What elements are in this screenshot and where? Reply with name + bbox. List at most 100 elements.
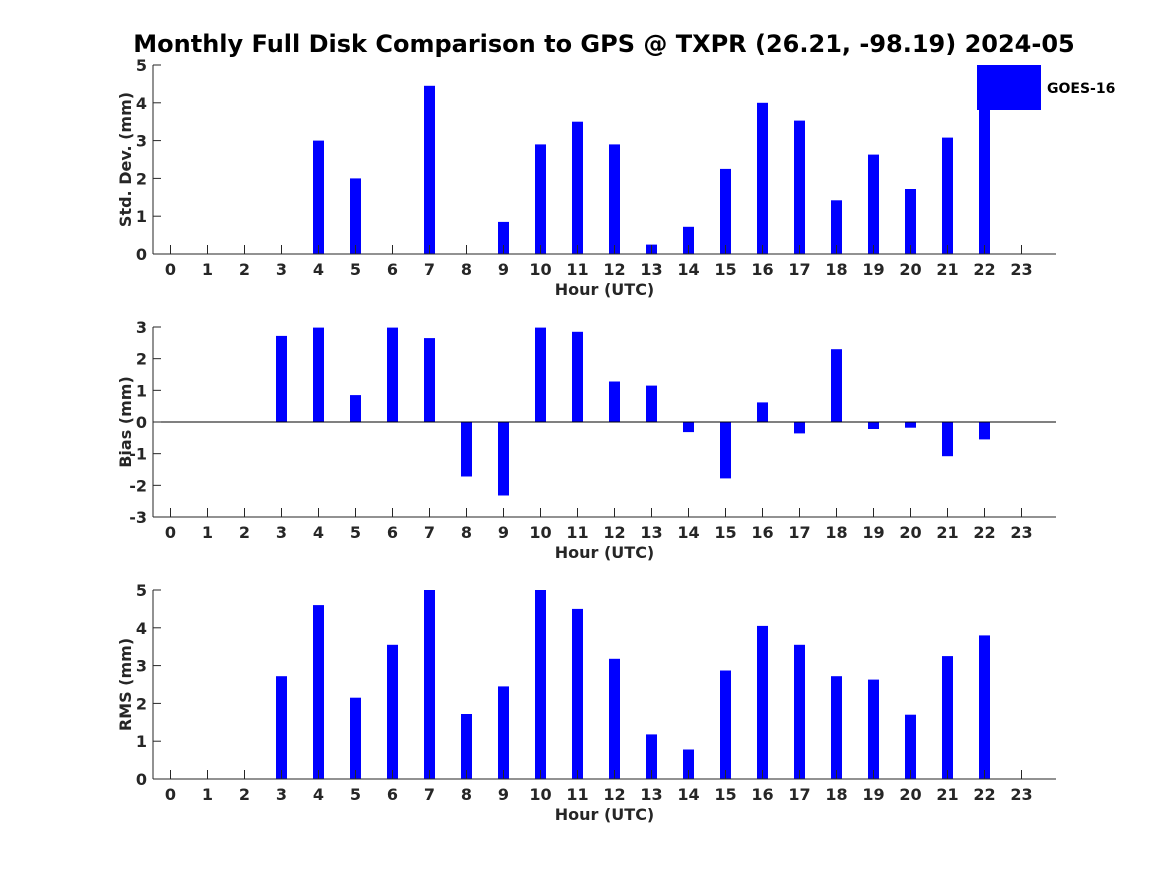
ytick-label-p1-0: 0 <box>136 245 147 264</box>
xtick-label-p3-1: 1 <box>202 785 213 804</box>
xtick-label-p3-2: 2 <box>239 785 250 804</box>
xtick-label-p3-11: 11 <box>566 785 588 804</box>
ytick-label-p2-0: 0 <box>136 413 147 432</box>
ytick-label-p2-3: 3 <box>136 318 147 337</box>
bar-p2-h10 <box>535 327 546 422</box>
bar-p3-h18 <box>831 676 842 779</box>
xtick-label-p3-13: 13 <box>640 785 662 804</box>
ytick-label-p3-1: 1 <box>136 732 147 751</box>
xtick-label-p2-10: 10 <box>529 523 551 542</box>
bar-p1-h20 <box>905 189 916 254</box>
bar-p1-h9 <box>498 221 509 254</box>
xtick-label-p2-7: 7 <box>424 523 435 542</box>
bar-p3-h14 <box>683 749 694 779</box>
xtick-label-p1-10: 10 <box>529 260 551 279</box>
xtick-label-p2-17: 17 <box>788 523 810 542</box>
ytick-label-p2-2: 2 <box>136 350 147 369</box>
xtick-label-p3-12: 12 <box>603 785 625 804</box>
bar-p3-h17 <box>794 644 805 779</box>
bar-p1-h21 <box>942 137 953 254</box>
y-axis-label-p2: Bias (mm) <box>116 376 135 468</box>
bar-p3-h3 <box>276 676 287 779</box>
bar-p3-h21 <box>942 656 953 779</box>
bar-p3-h15 <box>720 670 731 779</box>
xtick-label-p3-9: 9 <box>498 785 509 804</box>
bar-p3-h20 <box>905 714 916 779</box>
bar-p1-h12 <box>609 144 620 254</box>
ytick-label-p3-5: 5 <box>136 581 147 600</box>
xtick-label-p3-6: 6 <box>387 785 398 804</box>
xtick-label-p1-15: 15 <box>714 260 736 279</box>
bar-p2-h11 <box>572 331 583 423</box>
ytick-label-p1-2: 2 <box>136 169 147 188</box>
xtick-label-p3-22: 22 <box>973 785 995 804</box>
bar-p2-h22 <box>979 422 990 440</box>
bar-p2-h5 <box>350 395 361 422</box>
bar-p1-h7 <box>424 85 435 254</box>
bar-p2-h12 <box>609 381 620 422</box>
bar-p3-h6 <box>387 644 398 779</box>
xtick-label-p2-23: 23 <box>1010 523 1032 542</box>
xtick-label-p1-17: 17 <box>788 260 810 279</box>
xtick-label-p3-23: 23 <box>1010 785 1032 804</box>
bar-p1-h19 <box>868 154 879 254</box>
xtick-label-p1-14: 14 <box>677 260 699 279</box>
ytick-label-p3-2: 2 <box>136 694 147 713</box>
legend-swatch-goes-16 <box>977 65 1041 110</box>
bar-p3-h8 <box>461 714 472 779</box>
bar-p1-h11 <box>572 121 583 254</box>
bar-p1-h22 <box>979 105 990 254</box>
xtick-label-p1-11: 11 <box>566 260 588 279</box>
bar-p3-h9 <box>498 686 509 779</box>
xtick-label-p2-2: 2 <box>239 523 250 542</box>
xtick-label-p3-17: 17 <box>788 785 810 804</box>
xtick-label-p3-20: 20 <box>899 785 921 804</box>
xtick-label-p1-19: 19 <box>862 260 884 279</box>
y-axis-label-p3: RMS (mm) <box>116 638 135 731</box>
bar-p2-h13 <box>646 385 657 422</box>
xtick-label-p2-14: 14 <box>677 523 699 542</box>
legend-label-goes-16: GOES-16 <box>1047 81 1115 97</box>
xtick-label-p2-3: 3 <box>276 523 287 542</box>
bar-p2-h18 <box>831 349 842 422</box>
xtick-label-p3-18: 18 <box>825 785 847 804</box>
xtick-label-p2-0: 0 <box>165 523 176 542</box>
bar-p2-h17 <box>794 422 805 434</box>
bar-p1-h14 <box>683 226 694 254</box>
xtick-label-p2-16: 16 <box>751 523 773 542</box>
xtick-label-p1-20: 20 <box>899 260 921 279</box>
xtick-label-p2-22: 22 <box>973 523 995 542</box>
xtick-label-p1-7: 7 <box>424 260 435 279</box>
xtick-label-p2-6: 6 <box>387 523 398 542</box>
bar-p2-h3 <box>276 335 287 422</box>
bar-p3-h11 <box>572 608 583 779</box>
xtick-label-p1-13: 13 <box>640 260 662 279</box>
xtick-label-p1-2: 2 <box>239 260 250 279</box>
xtick-label-p3-8: 8 <box>461 785 472 804</box>
ytick-label-p1-1: 1 <box>136 207 147 226</box>
ytick-label-p1-5: 5 <box>136 56 147 75</box>
bar-p1-h16 <box>757 102 768 254</box>
bar-p2-h6 <box>387 327 398 422</box>
chart-title: Monthly Full Disk Comparison to GPS @ TX… <box>133 30 1074 58</box>
bar-p2-h16 <box>757 402 768 422</box>
x-axis-label-p2: Hour (UTC) <box>555 543 655 562</box>
ytick-label-p1-3: 3 <box>136 132 147 151</box>
ytick-label-p3-3: 3 <box>136 657 147 676</box>
xtick-label-p3-19: 19 <box>862 785 884 804</box>
xtick-label-p1-5: 5 <box>350 260 361 279</box>
xtick-label-p3-7: 7 <box>424 785 435 804</box>
xtick-label-p3-5: 5 <box>350 785 361 804</box>
xtick-label-p2-11: 11 <box>566 523 588 542</box>
bar-p2-h8 <box>461 422 472 477</box>
bar-p1-h15 <box>720 168 731 254</box>
bar-p3-h7 <box>424 590 435 779</box>
bar-p2-h21 <box>942 422 953 457</box>
xtick-label-p2-18: 18 <box>825 523 847 542</box>
xtick-label-p1-18: 18 <box>825 260 847 279</box>
ytick-label-p1-4: 4 <box>136 94 147 113</box>
